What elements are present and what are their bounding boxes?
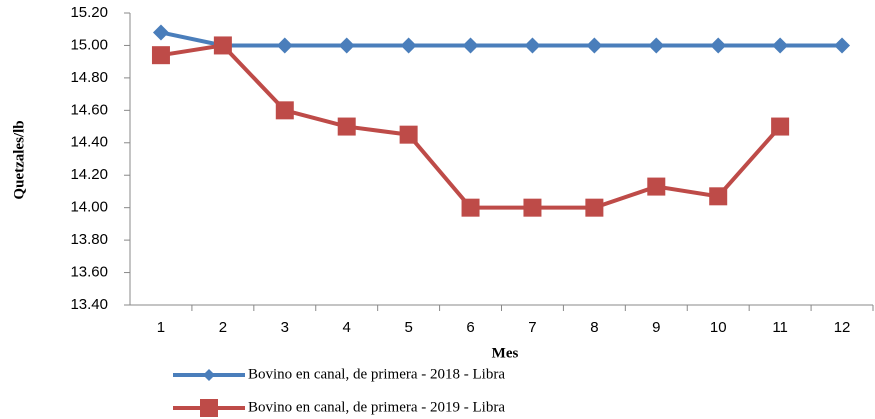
x-tick-label: 3 xyxy=(281,319,289,336)
x-tick-label: 12 xyxy=(834,319,851,336)
marker xyxy=(400,37,417,54)
marker xyxy=(462,37,479,54)
x-tick-label: 7 xyxy=(528,319,536,336)
marker xyxy=(772,37,789,54)
y-tick-label: 14.20 xyxy=(70,166,108,183)
y-tick-label: 13.60 xyxy=(70,264,108,281)
y-tick-label: 14.00 xyxy=(70,199,108,216)
x-tick-label: 2 xyxy=(219,319,227,336)
x-tick-label: 5 xyxy=(404,319,412,336)
legend-marker xyxy=(200,399,218,417)
series-line xyxy=(160,30,843,48)
x-axis-title: Mes xyxy=(492,345,519,361)
x-tick-label: 4 xyxy=(343,319,351,336)
marker xyxy=(461,198,480,217)
x-tick-label: 10 xyxy=(710,319,727,336)
marker xyxy=(647,177,666,196)
series-line xyxy=(160,43,782,210)
marker xyxy=(771,117,790,136)
marker xyxy=(586,37,603,54)
marker xyxy=(338,37,355,54)
marker xyxy=(709,187,728,206)
x-tick-label: 11 xyxy=(772,319,788,336)
y-tick-label: 13.40 xyxy=(70,296,108,313)
marker xyxy=(585,198,604,217)
x-tick-label: 1 xyxy=(157,319,165,336)
marker xyxy=(151,46,170,65)
marker xyxy=(275,101,294,120)
y-tick-label: 14.80 xyxy=(70,69,108,86)
x-tick-label: 8 xyxy=(590,319,598,336)
marker xyxy=(648,37,665,54)
y-tick-label: 14.60 xyxy=(70,101,108,118)
marker xyxy=(152,24,169,41)
y-axis-title: Quetzales/lb xyxy=(11,120,27,199)
y-tick-label: 15.20 xyxy=(70,4,108,21)
marker xyxy=(276,37,293,54)
marker xyxy=(523,198,542,217)
marker xyxy=(524,37,541,54)
legend-marker xyxy=(203,369,215,381)
x-tick-label: 6 xyxy=(466,319,474,336)
marker xyxy=(399,125,418,144)
y-tick-label: 15.00 xyxy=(70,36,108,53)
marker xyxy=(834,37,851,54)
marker xyxy=(213,36,232,55)
y-tick-label: 13.80 xyxy=(70,231,108,248)
y-tick-label: 14.40 xyxy=(70,134,108,151)
marker xyxy=(337,117,356,136)
marker xyxy=(710,37,727,54)
legend-label: Bovino en canal, de primera - 2019 - Lib… xyxy=(248,399,505,415)
legend-label: Bovino en canal, de primera - 2018 - Lib… xyxy=(248,366,505,382)
x-tick-label: 9 xyxy=(652,319,660,336)
